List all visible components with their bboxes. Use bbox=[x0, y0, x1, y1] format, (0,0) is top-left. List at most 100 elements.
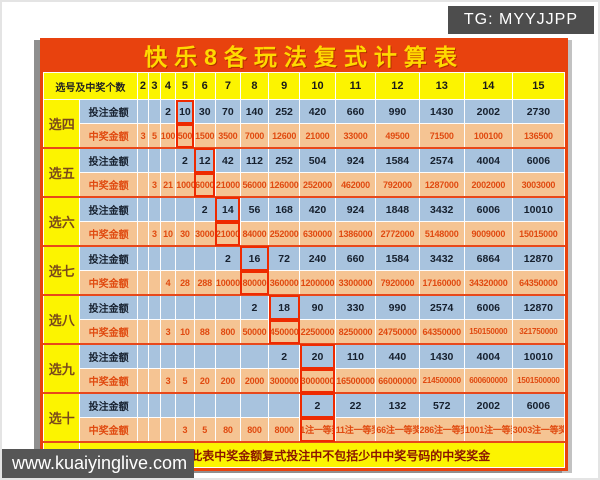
bet-cell: 2574 bbox=[418, 147, 465, 173]
prize-cell bbox=[148, 417, 161, 443]
bet-cell bbox=[175, 196, 195, 222]
prize-cell: 100 bbox=[159, 123, 177, 149]
group-label: 选九 bbox=[42, 343, 81, 394]
prize-cell: 450000 bbox=[268, 319, 301, 345]
prize-cell: 24750000 bbox=[375, 319, 420, 345]
bet-cell: 3432 bbox=[418, 196, 465, 222]
prize-cell: 4 bbox=[159, 270, 177, 296]
prize-table-body: 选四 投注金额 2 10 30 70 140 252 420 660 990 1430 2002 2730… bbox=[42, 99, 566, 468]
prize-cell: 321750000 bbox=[511, 319, 566, 345]
bet-cell: 572 bbox=[418, 392, 465, 418]
bet-row-label: 投注金额 bbox=[79, 196, 138, 222]
prize-cell bbox=[136, 368, 150, 394]
bet-cell: 1584 bbox=[375, 147, 420, 173]
bet-cell: 2 bbox=[175, 147, 195, 173]
prize-cell: 80000 bbox=[239, 270, 270, 296]
bet-cell: 660 bbox=[334, 99, 377, 124]
prize-cell: 5148000 bbox=[418, 221, 465, 247]
prize-cell: 21000 bbox=[299, 123, 336, 149]
bet-cell bbox=[148, 294, 161, 320]
prize-cell: 3003000 bbox=[511, 172, 566, 198]
bet-cell bbox=[175, 343, 195, 369]
prize-cell: 10 bbox=[159, 221, 177, 247]
bet-cell: 504 bbox=[299, 147, 336, 173]
bet-cell: 110 bbox=[334, 343, 377, 369]
bet-cell bbox=[148, 343, 161, 369]
prize-cell: 30 bbox=[175, 221, 195, 247]
prize-cell: 88 bbox=[193, 319, 216, 345]
bet-cell bbox=[159, 294, 177, 320]
prize-cell: 2772000 bbox=[375, 221, 420, 247]
prize-cell: 10 bbox=[175, 319, 195, 345]
bet-cell bbox=[148, 245, 161, 271]
group-label: 选八 bbox=[42, 294, 81, 345]
bet-cell: 2 bbox=[299, 392, 336, 418]
prize-cell: 3 bbox=[159, 319, 177, 345]
bet-cell: 42 bbox=[214, 147, 241, 173]
bet-cell: 6006 bbox=[463, 294, 513, 320]
prize-cell: 630000 bbox=[299, 221, 336, 247]
bet-cell: 330 bbox=[334, 294, 377, 320]
header-col-7: 7 bbox=[214, 72, 241, 100]
bet-cell: 2002 bbox=[463, 99, 513, 124]
bet-row-label: 投注金额 bbox=[79, 245, 138, 271]
bet-cell: 420 bbox=[299, 99, 336, 124]
prize-row-label: 中奖金额 bbox=[79, 221, 138, 247]
prize-cell: 80 bbox=[214, 417, 241, 443]
bet-cell bbox=[136, 392, 150, 418]
prize-cell: 800 bbox=[214, 319, 241, 345]
bet-row-label: 投注金额 bbox=[79, 392, 138, 418]
bet-cell: 12870 bbox=[511, 245, 566, 271]
prize-cell: 15015000 bbox=[511, 221, 566, 247]
bet-cell: 252 bbox=[268, 99, 301, 124]
prize-cell: 150150000 bbox=[463, 319, 513, 345]
header-col-14: 14 bbox=[463, 72, 513, 100]
prize-cell: 800 bbox=[239, 417, 270, 443]
bet-cell bbox=[214, 343, 241, 369]
bet-cell bbox=[136, 245, 150, 271]
prize-cell: 252000 bbox=[299, 172, 336, 198]
bet-cell: 252 bbox=[268, 147, 301, 173]
prize-cell: 21000 bbox=[214, 172, 241, 198]
bet-cell bbox=[268, 392, 301, 418]
bet-cell: 20 bbox=[299, 343, 336, 369]
prize-cell: 3 bbox=[148, 221, 161, 247]
prize-cell: 286注一等奖 bbox=[418, 417, 465, 443]
prize-cell: 214500000 bbox=[418, 368, 465, 394]
prize-cell: 3 bbox=[148, 172, 161, 198]
bet-cell bbox=[239, 392, 270, 418]
bet-row-label: 投注金额 bbox=[79, 99, 138, 124]
group-label: 选四 bbox=[42, 99, 81, 149]
prize-cell: 5 bbox=[148, 123, 161, 149]
bet-cell: 10010 bbox=[511, 343, 566, 369]
header-col-10: 10 bbox=[299, 72, 336, 100]
bet-cell bbox=[159, 245, 177, 271]
prize-cell: 84000 bbox=[239, 221, 270, 247]
bet-cell: 4004 bbox=[463, 343, 513, 369]
bet-cell bbox=[136, 99, 150, 124]
bet-cell: 56 bbox=[239, 196, 270, 222]
bet-cell: 2574 bbox=[418, 294, 465, 320]
bet-cell: 924 bbox=[334, 147, 377, 173]
prize-row-label: 中奖金额 bbox=[79, 368, 138, 394]
prize-cell: 8000 bbox=[268, 417, 301, 443]
bet-cell bbox=[148, 392, 161, 418]
bet-cell: 72 bbox=[268, 245, 301, 271]
bet-cell bbox=[148, 196, 161, 222]
prize-cell: 2000 bbox=[239, 368, 270, 394]
bet-cell: 420 bbox=[299, 196, 336, 222]
prize-cell: 28 bbox=[175, 270, 195, 296]
bet-cell: 4004 bbox=[463, 147, 513, 173]
prize-cell: 64350000 bbox=[418, 319, 465, 345]
website-url: www.kuaiyinglive.com bbox=[12, 453, 188, 473]
bet-cell: 10 bbox=[175, 99, 195, 124]
bet-cell: 168 bbox=[268, 196, 301, 222]
bet-cell bbox=[193, 245, 216, 271]
bet-cell: 16 bbox=[239, 245, 270, 271]
table-title: 快乐8各玩法复式计算表 bbox=[144, 44, 464, 70]
prize-cell: 1386000 bbox=[334, 221, 377, 247]
header-col-12: 12 bbox=[375, 72, 420, 100]
prize-cell: 3000 bbox=[193, 221, 216, 247]
prize-cell: 20 bbox=[193, 368, 216, 394]
prize-cell: 66000000 bbox=[375, 368, 420, 394]
